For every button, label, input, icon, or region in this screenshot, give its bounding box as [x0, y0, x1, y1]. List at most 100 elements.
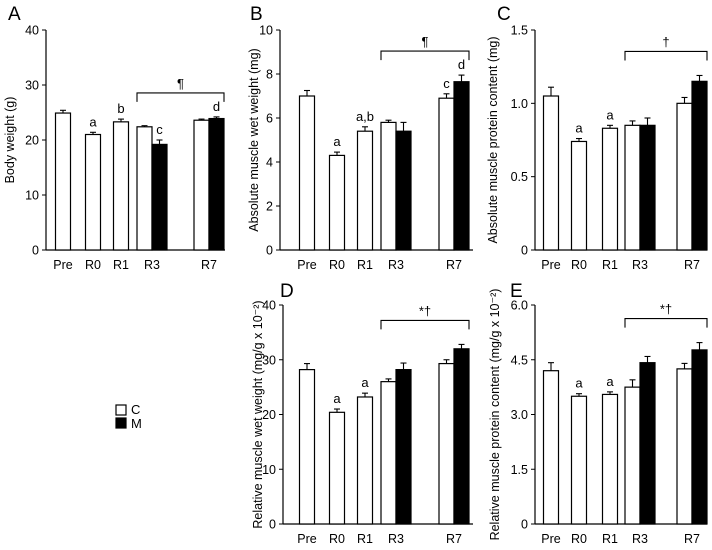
sig-label-b: a — [333, 134, 341, 149]
bracket-b — [380, 50, 470, 61]
y-axis-title-a: Body weight (g) — [3, 97, 17, 184]
panel-label-b: B — [250, 4, 263, 25]
y-tick-label-c: 0 — [521, 244, 528, 258]
bar-c-r1-c — [601, 127, 619, 251]
y-tick-label-d: 10 — [262, 463, 276, 477]
x-tick-label-b: Pre — [297, 258, 317, 272]
y-tick-label-c: 1.5 — [511, 24, 528, 38]
x-tick-label-a: R7 — [201, 258, 217, 272]
y-tick-label-d: 40 — [262, 299, 276, 313]
y-axis-title-c: Absolute muscle protein content (mg) — [486, 36, 500, 243]
bar-e-r0-c — [570, 395, 588, 525]
sig-label-c: a — [606, 107, 614, 122]
x-tick-label-b: R1 — [357, 258, 373, 272]
bar-a-r1-c — [112, 121, 130, 251]
x-tick-label-e: R0 — [571, 532, 587, 546]
bracket-c — [624, 50, 708, 61]
x-tick-label-a: R0 — [85, 258, 101, 272]
x-tick-label-a: Pre — [53, 258, 73, 272]
bar-d-r7-c — [438, 362, 455, 525]
x-tick-label-e: R1 — [602, 532, 618, 546]
x-tick-label-b: R0 — [329, 258, 345, 272]
x-tick-label-d: R7 — [446, 532, 462, 546]
y-tick-label-e: 3.0 — [511, 408, 528, 422]
y-tick-label-e: 6.0 — [511, 299, 528, 313]
y-tick-label-e: 1.5 — [511, 463, 528, 477]
bar-c-pre-c — [542, 95, 560, 251]
x-tick-label-e: R7 — [684, 532, 700, 546]
bar-d-r0-c — [328, 411, 346, 525]
y-tick-label-a: 40 — [25, 24, 39, 38]
bar-e-r7-c — [676, 368, 693, 525]
y-axis-title-b: Absolute muscle wet weight (mg) — [247, 48, 261, 231]
x-tick-label-c: R7 — [684, 258, 700, 272]
legend-swatch-m — [115, 417, 127, 429]
x-tick-label-c: R1 — [602, 258, 618, 272]
x-tick-label-e: R3 — [632, 532, 648, 546]
x-tick-label-a: R1 — [113, 258, 129, 272]
bar-e-r3-c — [624, 386, 641, 525]
bar-e-pre-c — [542, 370, 560, 525]
bar-e-r7-m — [691, 349, 708, 525]
sig-label-e: a — [606, 374, 614, 389]
x-tick-label-a: R3 — [144, 258, 160, 272]
x-tick-label-c: R0 — [571, 258, 587, 272]
sig-label-a: a — [89, 114, 97, 129]
sig-label-a: b — [117, 101, 124, 116]
y-tick-label-d: 20 — [262, 408, 276, 422]
y-tick-label-a: 30 — [25, 79, 39, 93]
bar-b-r0-c — [328, 154, 346, 251]
bar-a-r0-c — [84, 133, 102, 251]
bar-e-r3-m — [639, 362, 656, 525]
sig-label-b: a,b — [356, 109, 374, 124]
x-tick-label-d: R1 — [357, 532, 373, 546]
bracket-label-d: *† — [419, 303, 431, 318]
bracket-label-b: ¶ — [422, 34, 429, 49]
sig-label-d: a — [333, 391, 341, 406]
panel-label-d: D — [280, 281, 294, 302]
bar-c-r0-c — [570, 140, 588, 251]
y-tick-label-b: 10 — [259, 24, 273, 38]
panel-label-e: E — [510, 281, 523, 302]
x-tick-label-c: R3 — [632, 258, 648, 272]
x-tick-label-c: Pre — [541, 258, 561, 272]
x-tick-label-b: R7 — [446, 258, 462, 272]
sig-label-a: c — [156, 122, 163, 137]
y-tick-label-c: 1.0 — [511, 97, 528, 111]
y-tick-label-d: 0 — [269, 518, 276, 532]
y-tick-label-c: 0.5 — [511, 170, 528, 184]
bar-a-r7-m — [208, 117, 225, 251]
bar-b-pre-c — [298, 95, 316, 251]
panel-label-a: A — [8, 4, 21, 25]
bracket-d — [380, 319, 470, 330]
bar-b-r1-c — [356, 130, 374, 251]
y-tick-label-a: 10 — [25, 189, 39, 203]
sig-label-b: d — [458, 57, 465, 72]
bar-c-r7-m — [691, 80, 708, 251]
bar-e-r1-c — [601, 393, 619, 525]
bar-c-r3-m — [639, 124, 656, 251]
bar-b-r3-m — [395, 130, 412, 251]
y-tick-label-e: 4.5 — [511, 353, 528, 367]
x-tick-label-d: Pre — [297, 532, 317, 546]
bar-d-r7-m — [453, 348, 470, 525]
y-tick-label-b: 2 — [266, 200, 273, 214]
panel-label-c: C — [497, 4, 511, 25]
y-tick-label-a: 0 — [32, 244, 39, 258]
bracket-e — [624, 318, 708, 328]
bar-d-r3-m — [395, 369, 412, 525]
y-tick-label-e: 0 — [521, 518, 528, 532]
x-tick-label-b: R3 — [388, 258, 404, 272]
legend-swatch-c — [115, 404, 127, 416]
bar-b-r7-m — [453, 81, 470, 251]
panel-a: A 0 10 20 30 40 Body weight (g) Pre R0 a R1 b R3 c R7 d… — [3, 4, 225, 272]
x-tick-label-e: Pre — [541, 532, 561, 546]
y-axis-title-e: Relative muscle protein content (mg/g x … — [488, 289, 502, 541]
y-tick-label-b: 6 — [266, 112, 273, 126]
y-tick-label-b: 8 — [266, 68, 273, 82]
bar-c-r3-c — [624, 124, 641, 251]
bar-d-r1-c — [356, 396, 374, 525]
legend-label-m: M — [131, 416, 142, 431]
